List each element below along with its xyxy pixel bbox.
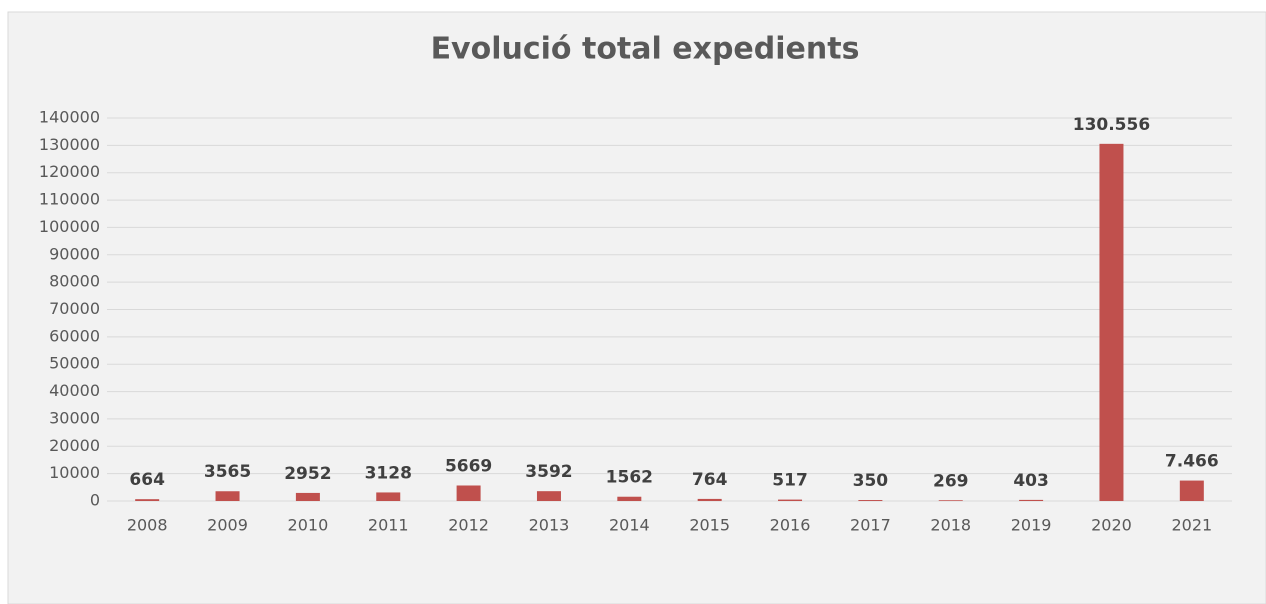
x-tick-label: 2019 [1011, 516, 1052, 535]
value-label: 269 [933, 471, 969, 491]
y-tick-label: 140000 [39, 108, 100, 127]
y-tick-label: 30000 [49, 408, 100, 427]
value-label: 664 [129, 470, 165, 490]
y-tick-label: 10000 [49, 463, 100, 482]
bar [938, 500, 963, 501]
x-tick-label: 2016 [770, 516, 811, 535]
bar [697, 498, 722, 501]
bar [215, 491, 240, 501]
bar [135, 499, 160, 501]
value-label: 403 [1013, 471, 1049, 491]
x-tick-label: 2020 [1091, 516, 1132, 535]
value-label: 1562 [606, 468, 653, 488]
x-tick-label: 2013 [529, 516, 570, 535]
x-tick-label: 2014 [609, 516, 650, 535]
bar [376, 492, 401, 501]
value-label: 7.466 [1165, 452, 1219, 472]
y-tick-label: 110000 [39, 190, 100, 209]
y-tick-label: 40000 [49, 381, 100, 400]
y-tick-label: 100000 [39, 217, 100, 236]
x-tick-label: 2021 [1171, 516, 1212, 535]
value-label: 2952 [284, 464, 331, 484]
bar [456, 485, 481, 501]
value-label: 5669 [445, 456, 492, 476]
bar [1099, 143, 1124, 501]
y-tick-label: 90000 [49, 244, 100, 263]
value-label: 3592 [525, 462, 572, 482]
x-tick-label: 2017 [850, 516, 891, 535]
bar [536, 491, 561, 501]
y-tick-label: 50000 [49, 354, 100, 373]
x-tick-label: 2012 [448, 516, 489, 535]
x-tick-label: 2018 [930, 516, 971, 535]
y-tick-label: 0 [90, 491, 100, 510]
x-tick-label: 2015 [689, 516, 730, 535]
bar [1019, 499, 1044, 501]
y-tick-label: 20000 [49, 436, 100, 455]
value-label: 517 [772, 471, 808, 491]
bar [295, 492, 320, 501]
x-tick-label: 2008 [127, 516, 168, 535]
x-tick-label: 2010 [288, 516, 329, 535]
value-label: 3565 [204, 462, 251, 482]
bar [1179, 480, 1204, 501]
y-tick-label: 60000 [49, 326, 100, 345]
chart-background [7, 11, 1266, 604]
bar [617, 496, 642, 501]
value-label: 3128 [365, 463, 412, 483]
y-tick-label: 70000 [49, 299, 100, 318]
bar [778, 499, 803, 501]
value-label: 130.556 [1073, 115, 1150, 135]
y-tick-label: 130000 [39, 135, 100, 154]
value-label: 350 [853, 471, 889, 491]
chart-title: Evolució total expedients [431, 32, 860, 67]
value-label: 764 [692, 470, 728, 490]
y-tick-label: 80000 [49, 272, 100, 291]
y-tick-label: 120000 [39, 162, 100, 181]
bar [858, 500, 883, 501]
x-tick-label: 2009 [207, 516, 248, 535]
x-tick-label: 2011 [368, 516, 409, 535]
